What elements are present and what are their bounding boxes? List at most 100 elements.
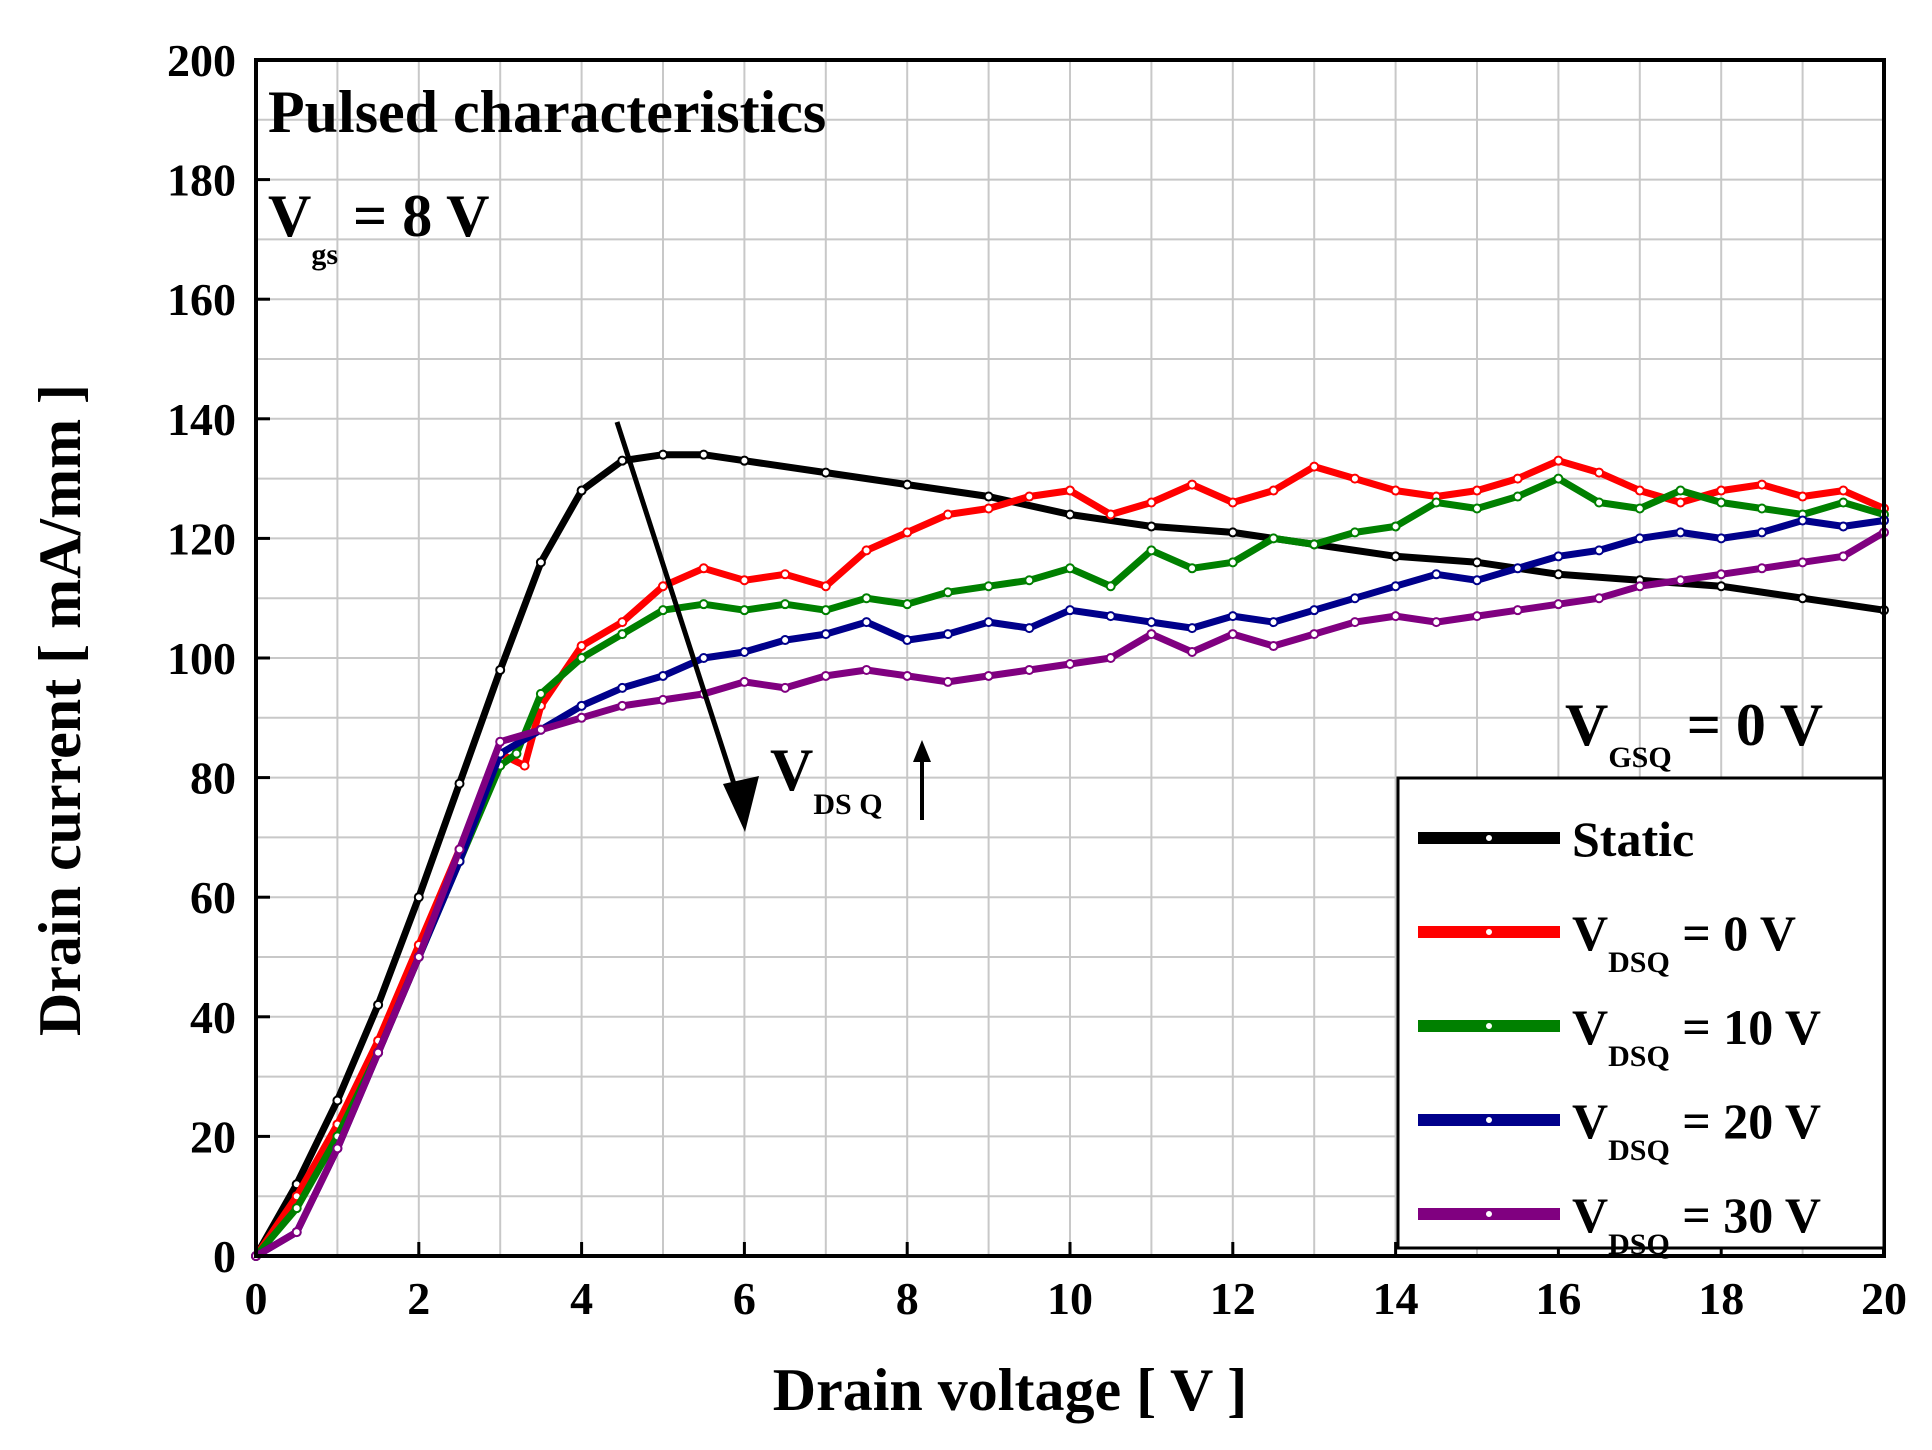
data-point-v-dsq-30-v (902, 670, 913, 681)
data-point-static (739, 455, 750, 466)
data-point-v-dsq-10-v (617, 629, 628, 640)
data-point-v-dsq-30-v (1065, 658, 1075, 669)
data-point-v-dsq-0-v (1349, 473, 1360, 484)
data-point-v-dsq-10-v (1716, 497, 1727, 508)
data-point-v-dsq-20-v (658, 670, 668, 681)
data-point-v-dsq-0-v (617, 617, 628, 628)
data-point-v-dsq-20-v (902, 635, 913, 646)
data-point-v-dsq-0-v (1675, 497, 1686, 508)
data-point-v-dsq-10-v (1105, 581, 1116, 592)
data-point-v-dsq-30-v (1349, 617, 1360, 628)
data-point-v-dsq-30-v (535, 724, 546, 735)
data-point-v-dsq-20-v (1634, 533, 1645, 544)
data-point-static (535, 557, 546, 568)
data-point-v-dsq-30-v (617, 700, 628, 711)
data-point-static (373, 999, 384, 1010)
x-tick-label: 12 (1210, 1273, 1256, 1324)
data-point-v-dsq-30-v (1512, 605, 1523, 616)
data-point-v-dsq-10-v (1634, 503, 1645, 514)
data-point-v-dsq-30-v (861, 664, 872, 675)
legend-box (1396, 776, 1886, 1250)
y-tick-label: 140 (167, 394, 236, 445)
y-tick-label: 200 (167, 35, 236, 86)
data-point-v-dsq-10-v (1349, 527, 1360, 538)
data-point-static (1065, 509, 1075, 520)
data-point-v-dsq-10-v (1472, 503, 1482, 514)
x-tick-label: 8 (896, 1273, 919, 1324)
legend-label-v-dsq-0-v: VDSQ = 0 V (1572, 905, 1796, 979)
y-tick-label: 180 (167, 155, 236, 206)
chart-title: Pulsed characteristics (268, 79, 826, 145)
data-point-v-dsq-10-v (1146, 545, 1157, 556)
x-tick-label: 0 (245, 1273, 268, 1324)
data-point-v-dsq-20-v (983, 617, 994, 628)
vgsq-annotation: VGSQ = 0 V (1565, 692, 1823, 774)
data-point-v-dsq-10-v (576, 653, 587, 663)
data-point-v-dsq-0-v (1553, 455, 1564, 466)
data-point-v-dsq-20-v (1024, 623, 1035, 634)
data-point-v-dsq-30-v (1594, 593, 1605, 604)
data-point-v-dsq-30-v (454, 844, 465, 855)
data-point-v-dsq-0-v (1065, 485, 1075, 496)
data-point-v-dsq-20-v (1512, 563, 1523, 574)
x-tick-label: 20 (1861, 1273, 1907, 1324)
x-tick-label: 16 (1535, 1273, 1581, 1324)
data-point-v-dsq-30-v (332, 1143, 343, 1154)
data-point-static (902, 479, 913, 490)
data-point-v-dsq-0-v (1309, 461, 1320, 472)
data-point-v-dsq-20-v (576, 700, 587, 711)
data-point-v-dsq-30-v (1105, 653, 1116, 663)
data-point-v-dsq-30-v (1390, 611, 1401, 622)
data-point-static (1716, 581, 1727, 592)
legend-label-static: Static (1572, 811, 1694, 867)
x-tick-label: 18 (1698, 1273, 1744, 1324)
data-point-v-dsq-0-v (1797, 491, 1808, 502)
data-point-static (820, 467, 831, 478)
data-point-v-dsq-20-v (1390, 581, 1401, 592)
data-point-v-dsq-30-v (413, 952, 424, 962)
data-point-v-dsq-0-v (519, 760, 530, 771)
data-point-static (495, 664, 506, 675)
data-point-v-dsq-20-v (1105, 611, 1116, 622)
data-point-v-dsq-30-v (1553, 599, 1564, 610)
legend-label-v-dsq-20-v: VDSQ = 20 V (1572, 1093, 1821, 1167)
legend: Static VDSQ = 0 V VDSQ = 10 V VDSQ = 20 V VD… (1396, 776, 1886, 1261)
data-point-v-dsq-10-v (902, 599, 913, 610)
data-point-v-dsq-30-v (942, 676, 953, 687)
vdsq-trend-arrowhead (723, 776, 759, 832)
data-point-v-dsq-20-v (1716, 533, 1727, 544)
data-point-v-dsq-30-v (820, 670, 831, 681)
data-point-v-dsq-0-v (983, 503, 994, 514)
data-point-v-dsq-10-v (942, 587, 953, 598)
data-point-v-dsq-10-v (1390, 521, 1401, 532)
data-point-v-dsq-10-v (1553, 473, 1564, 484)
data-point-v-dsq-0-v (1390, 485, 1401, 496)
data-point-v-dsq-20-v (1227, 611, 1238, 622)
y-tick-label: 120 (167, 513, 236, 564)
data-point-v-dsq-0-v (1105, 509, 1116, 520)
data-point-v-dsq-10-v (820, 605, 831, 616)
data-point-v-dsq-30-v (1146, 629, 1157, 640)
data-point-v-dsq-0-v (1472, 485, 1482, 496)
legend-marker-v-dsq-10-v (1484, 1021, 1494, 1031)
data-point-v-dsq-20-v (1146, 617, 1157, 628)
series-group (251, 449, 1889, 1261)
data-point-v-dsq-10-v (1838, 497, 1849, 508)
data-point-v-dsq-30-v (1838, 551, 1849, 562)
data-point-static (413, 892, 424, 903)
data-point-v-dsq-20-v (1797, 515, 1808, 526)
data-point-v-dsq-10-v (511, 748, 522, 759)
data-point-v-dsq-20-v (1756, 527, 1767, 538)
data-point-v-dsq-0-v (1838, 485, 1849, 496)
data-point-static (576, 485, 587, 496)
vdsq-arrow-label: VDS Q (770, 737, 883, 821)
y-tick-label: 60 (190, 872, 236, 923)
data-point-v-dsq-30-v (739, 676, 750, 687)
data-point-v-dsq-20-v (1268, 617, 1279, 628)
data-point-v-dsq-20-v (820, 629, 831, 640)
data-point-v-dsq-10-v (1675, 485, 1686, 496)
legend-marker-v-dsq-30-v (1484, 1209, 1494, 1219)
data-point-v-dsq-10-v (1594, 497, 1605, 508)
vgs-annotation: Vgs = 8 V (268, 183, 489, 271)
